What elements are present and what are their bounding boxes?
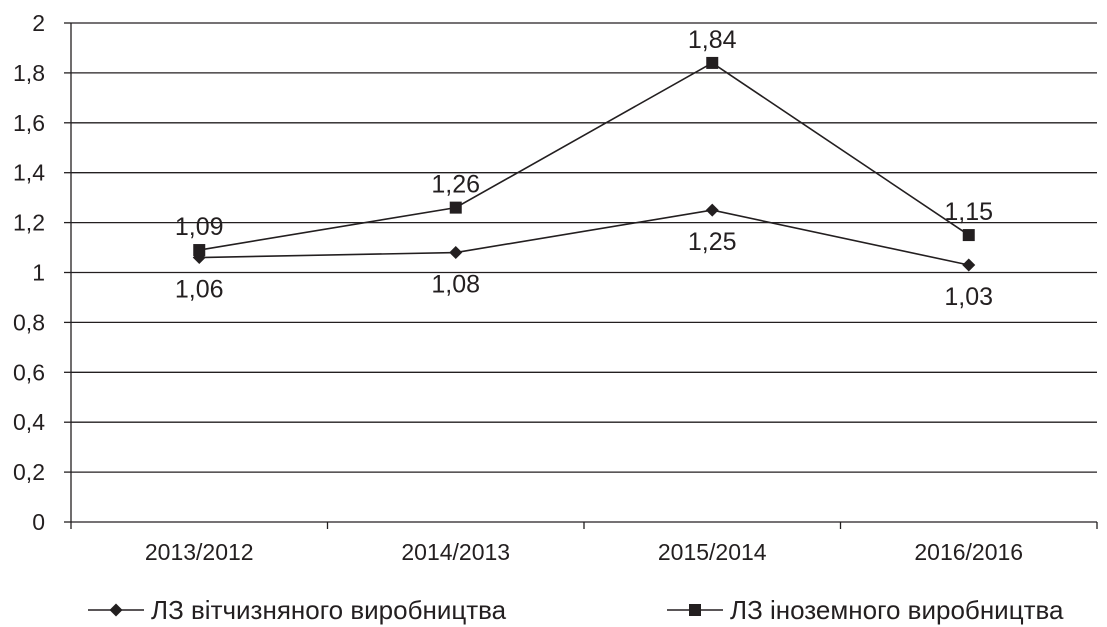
data-label: 1,08 (431, 271, 480, 299)
y-tick-label: 1 (32, 260, 45, 286)
series-line-diamond (199, 209, 969, 266)
data-label: 1,84 (688, 26, 737, 54)
data-label: 1,06 (175, 276, 224, 304)
data-point-diamond (962, 258, 976, 272)
series-line-square (199, 61, 970, 251)
y-tick-label: 1,8 (13, 60, 45, 86)
legend-marker-square (689, 604, 701, 616)
series (192, 56, 976, 272)
legend-label: ЛЗ вітчизняного виробництва (151, 595, 507, 625)
data-point-diamond (449, 246, 463, 260)
y-tick-label: 0,2 (13, 459, 45, 485)
x-tick-label: 2016/2016 (914, 539, 1023, 565)
data-label: 1,09 (175, 213, 224, 241)
data-label: 1,03 (944, 283, 993, 311)
y-tick-label: 1,4 (13, 160, 45, 186)
y-tick-label: 1,2 (13, 210, 45, 236)
y-tick-label: 0,6 (13, 359, 45, 385)
data-point-diamond (705, 203, 719, 217)
y-tick-label: 0,8 (13, 309, 45, 335)
axes: 0 0,2 0,4 0,6 0,8 1 1,2 1,4 1,6 1,8 2 2013/2012 2014… (13, 10, 1098, 565)
x-tick-label: 2013/2012 (145, 539, 254, 565)
x-tick-label: 2015/2014 (658, 539, 767, 565)
x-tick-label: 2014/2013 (401, 539, 510, 565)
legend-marker-diamond (109, 603, 123, 617)
legend: ЛЗ вітчизняного виробництва ЛЗ іноземного… (88, 595, 1064, 625)
data-labels: 1,06 1,08 1,25 1,03 1,09 1,26 1,84 1,15 (175, 26, 993, 311)
legend-item: ЛЗ іноземного виробництва (667, 595, 1064, 625)
legend-item: ЛЗ вітчизняного виробництва (88, 595, 507, 625)
data-label: 1,26 (431, 171, 480, 199)
data-label: 1,25 (688, 228, 737, 256)
data-point-square (193, 244, 206, 257)
gridlines (71, 22, 1097, 473)
y-tick-label: 1,6 (13, 110, 45, 136)
data-point-square (449, 201, 462, 214)
y-tick-label: 2 (32, 10, 45, 36)
data-label: 1,15 (944, 198, 993, 226)
y-tick-label: 0 (32, 509, 45, 535)
legend-label: ЛЗ іноземного виробництва (730, 595, 1064, 625)
data-point-square (962, 229, 975, 242)
y-tick-label: 0,4 (13, 409, 45, 435)
data-point-square (706, 56, 719, 69)
